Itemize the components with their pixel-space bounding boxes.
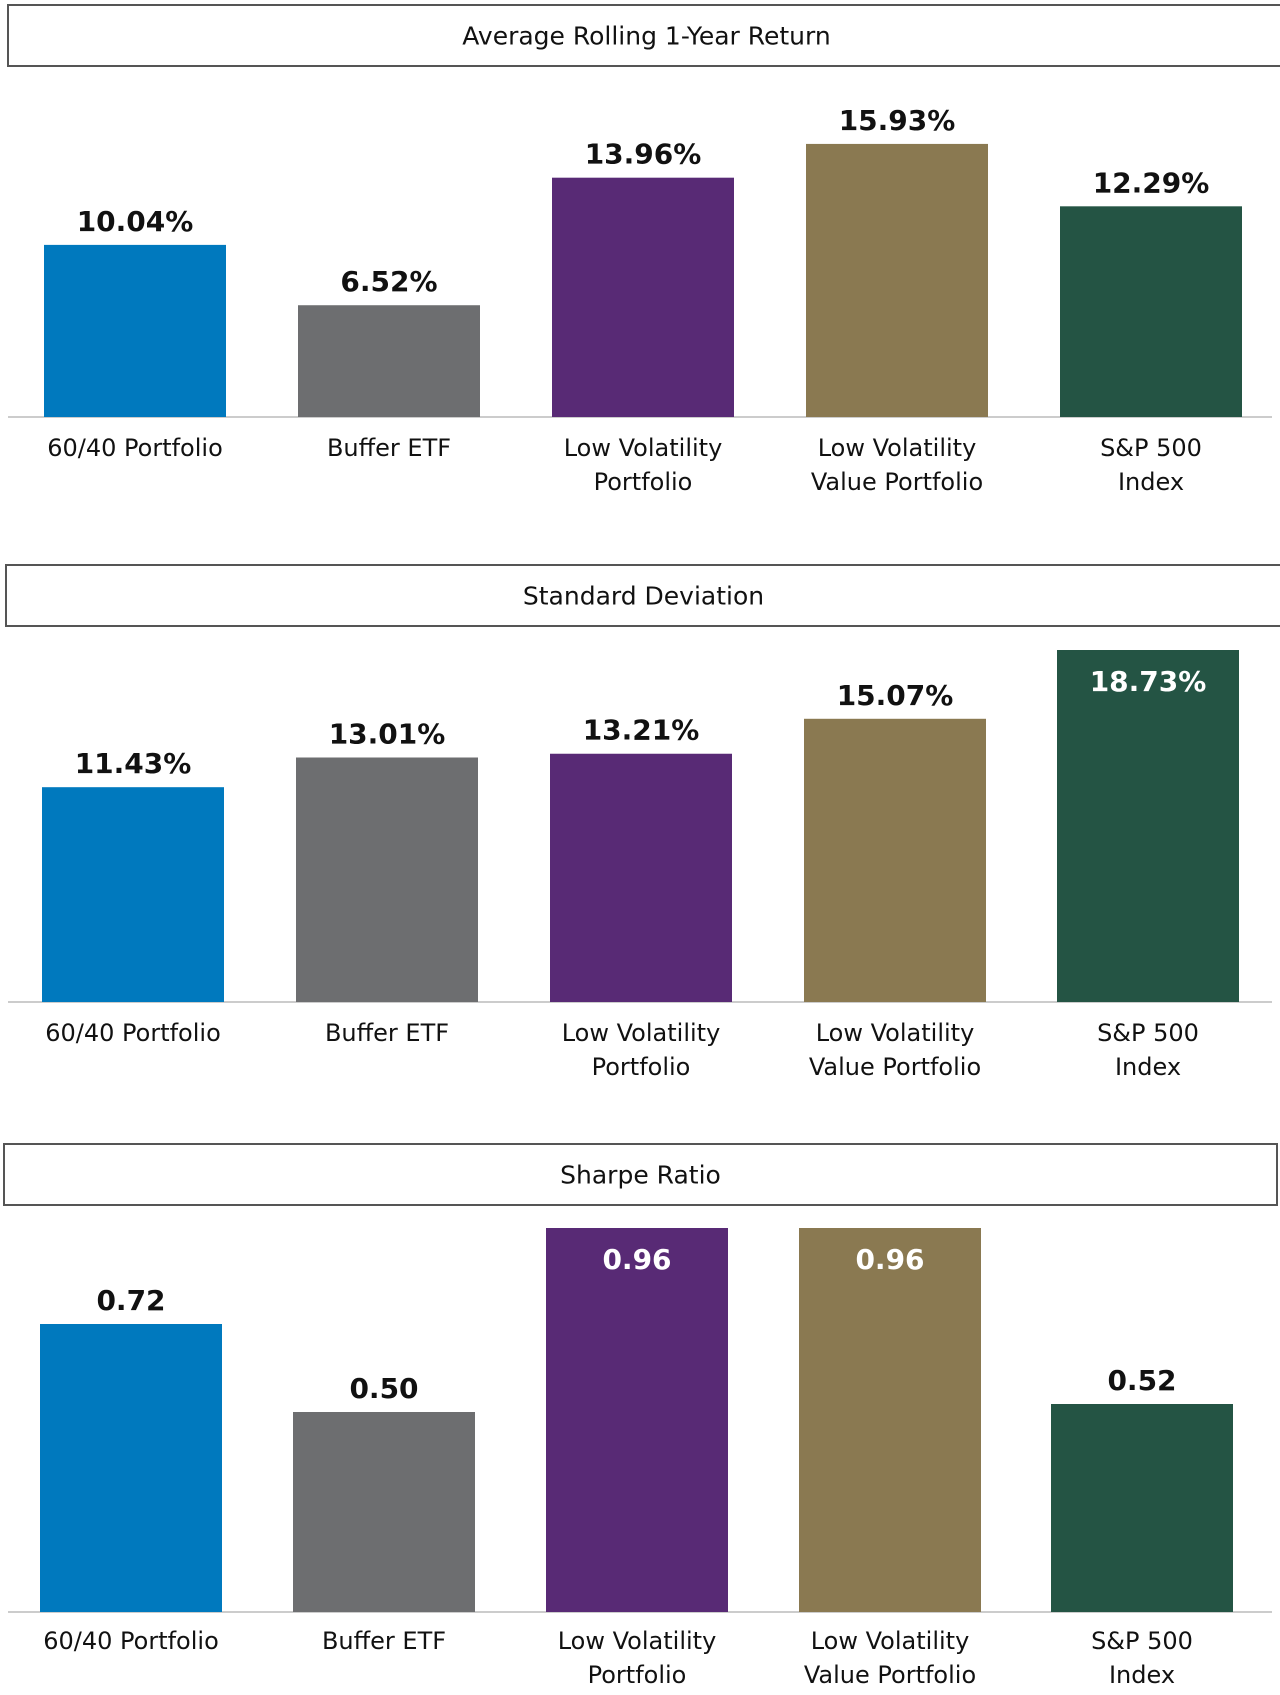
category-tick-label: 60/40 Portfolio <box>43 1627 219 1655</box>
category-tick-label-line: Low Volatility <box>816 1019 975 1047</box>
chart-title: Average Rolling 1-Year Return <box>462 22 830 51</box>
data-label: 18.73% <box>1090 665 1207 698</box>
chart-title-box <box>3 1143 1278 1206</box>
category-tick-label-line: Buffer ETF <box>327 434 451 462</box>
chart-panel-3: Sharpe Ratio 0.72 60/40 Portfolio 0.50 Buffe… <box>3 1143 1278 1689</box>
category-tick-label-line: Index <box>1115 1053 1181 1081</box>
category-tick-label: S&P 500 Index <box>1100 434 1202 496</box>
chart-panel-1: Average Rolling 1-Year Return 10.04% 60/40… <box>7 4 1280 496</box>
category-tick-label-line: Buffer ETF <box>322 1627 446 1655</box>
data-label: 10.04% <box>77 205 194 238</box>
category-tick-label: 60/40 Portfolio <box>47 434 223 462</box>
category-tick-label-line: S&P 500 <box>1100 434 1202 462</box>
category-tick-label-line: 60/40 Portfolio <box>45 1019 221 1047</box>
category-tick-label-line: Low Volatility <box>562 1019 721 1047</box>
bar-low-vol <box>546 1228 728 1612</box>
chart-title: Sharpe Ratio <box>560 1161 721 1190</box>
bar-low-vol-value <box>804 718 986 1002</box>
category-tick-label: Low Volatility Value Portfolio <box>804 1627 976 1689</box>
category-tick-label-line: Index <box>1109 1661 1175 1689</box>
bar-sp500 <box>1051 1404 1233 1612</box>
category-tick-label-line: 60/40 Portfolio <box>43 1627 219 1655</box>
data-label: 13.01% <box>329 717 446 750</box>
category-tick-label: Low Volatility Value Portfolio <box>809 1019 981 1081</box>
category-tick-label: Buffer ETF <box>322 1627 446 1655</box>
data-label: 11.43% <box>75 747 192 780</box>
data-label: 0.96 <box>855 1243 924 1276</box>
category-tick-label-line: S&P 500 <box>1091 1627 1193 1655</box>
category-tick-label-line: Value Portfolio <box>804 1661 976 1689</box>
category-tick-label: S&P 500 Index <box>1091 1627 1193 1689</box>
category-tick-label-line: Index <box>1118 468 1184 496</box>
data-label: 0.96 <box>602 1243 671 1276</box>
bar-sp500 <box>1060 206 1242 417</box>
data-label: 13.21% <box>583 714 700 747</box>
bar-portfolio-6040 <box>44 244 226 417</box>
chart-panel-2: Standard Deviation 11.43% 60/40 Portfolio 1… <box>5 564 1280 1081</box>
chart-title-box <box>5 564 1280 627</box>
category-tick-label: Low Volatility Value Portfolio <box>811 434 983 496</box>
category-tick-label: Low Volatility Portfolio <box>564 434 723 496</box>
category-tick-label: S&P 500 Index <box>1097 1019 1199 1081</box>
category-tick-label-line: Low Volatility <box>558 1627 717 1655</box>
bar-low-vol-value <box>806 143 988 417</box>
data-label: 15.93% <box>839 104 956 137</box>
category-tick-label-line: Low Volatility <box>818 434 977 462</box>
chart-title: Standard Deviation <box>523 582 764 611</box>
chart-title-box <box>7 4 1280 67</box>
bar-buffer-etf <box>298 305 480 417</box>
category-tick-label-line: Value Portfolio <box>811 468 983 496</box>
bar-low-vol <box>550 753 732 1002</box>
category-tick-label-line: Portfolio <box>588 1661 687 1689</box>
bar-buffer-etf <box>293 1412 475 1612</box>
bar-low-vol-value <box>799 1228 981 1612</box>
data-label: 0.50 <box>349 1372 418 1405</box>
data-label: 0.72 <box>96 1284 165 1317</box>
data-label: 0.52 <box>1107 1364 1176 1397</box>
bar-sp500 <box>1057 650 1239 1002</box>
data-label: 15.07% <box>837 679 954 712</box>
category-tick-label-line: Buffer ETF <box>325 1019 449 1047</box>
category-tick-label: Buffer ETF <box>325 1019 449 1047</box>
category-tick-label: Low Volatility Portfolio <box>558 1627 717 1689</box>
data-label: 13.96% <box>585 138 702 171</box>
category-tick-label: Buffer ETF <box>327 434 451 462</box>
category-tick-label-line: Portfolio <box>592 1053 691 1081</box>
bar-portfolio-6040 <box>40 1324 222 1612</box>
category-tick-label-line: 60/40 Portfolio <box>47 434 223 462</box>
data-label: 6.52% <box>340 265 437 298</box>
category-tick-label-line: Portfolio <box>594 468 693 496</box>
category-tick-label: Low Volatility Portfolio <box>562 1019 721 1081</box>
category-tick-label-line: S&P 500 <box>1097 1019 1199 1047</box>
category-tick-label-line: Low Volatility <box>811 1627 970 1655</box>
bar-buffer-etf <box>296 757 478 1002</box>
bar-low-vol <box>552 177 734 417</box>
category-tick-label-line: Low Volatility <box>564 434 723 462</box>
category-tick-label: 60/40 Portfolio <box>45 1019 221 1047</box>
category-tick-label-line: Value Portfolio <box>809 1053 981 1081</box>
bar-portfolio-6040 <box>42 787 224 1002</box>
data-label: 12.29% <box>1093 166 1210 199</box>
